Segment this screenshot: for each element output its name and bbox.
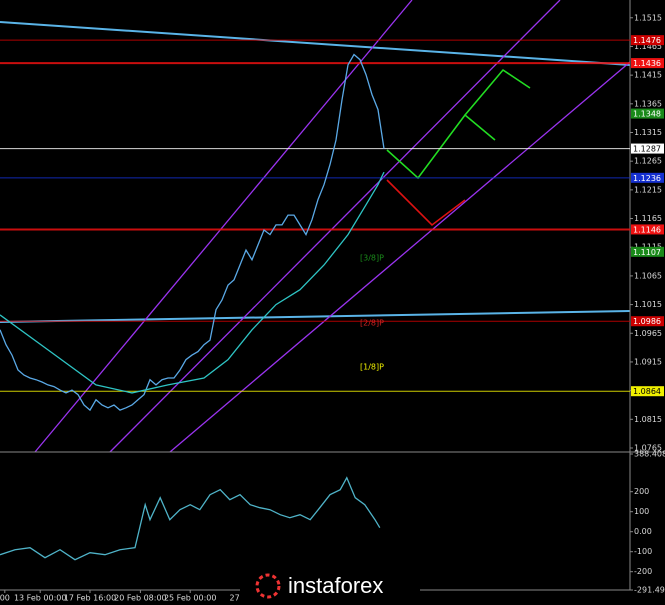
y-tick-label: 1.1015 [634,300,662,309]
y-tick-label: 1.0765 [634,443,662,452]
x-tick-label: 13 Feb 00:00 [14,594,66,603]
level-label: 1.1436 [633,59,661,68]
y-tick-label: -200 [634,567,652,576]
x-tick-label: 00 [0,594,10,603]
level-label-box [631,246,664,257]
price-line [0,476,381,561]
y-tick-label: 1.1415 [634,71,662,80]
y-tick-label: 0.00 [634,527,652,536]
y-tick-label: 100 [634,507,649,516]
level-label-box [631,108,664,119]
y-tick-label: 1.1215 [634,185,662,194]
y-tick-label: 1.0815 [634,415,662,424]
y-tick-label: 1.1315 [634,128,662,137]
forecast-arrow [386,113,496,180]
x-tick-label: 25 Feb 00:00 [164,594,216,603]
murray-label: [2/8]P [360,319,384,328]
level-label-box [631,172,664,183]
level-label-box [631,224,664,235]
y-tick-label: 1.0915 [634,357,662,366]
x-tick-label: 17 Feb 16:00 [64,594,116,603]
level-label: 1.1476 [633,36,661,45]
murray-label: [1/8]P [360,363,384,372]
level-label-box [631,386,664,397]
watermark-box [240,568,420,605]
level-label-box [631,316,664,327]
level-label: 1.1146 [633,225,661,234]
level-label-box [631,143,664,154]
level-label: 1.0986 [633,317,661,326]
level-label: 1.1287 [633,145,661,154]
forecast-arrow [464,68,531,116]
level-label-box [631,35,664,46]
level-label: 1.1348 [633,110,661,119]
trend-line [0,21,631,66]
price-line [0,53,385,412]
y-tick-label: 200 [634,487,649,496]
y-tick-label: 1.1365 [634,99,662,108]
drawings [0,0,631,453]
y-tick-label: 1.1065 [634,271,662,280]
watermark: instaforex [240,568,420,605]
watermark-text: instaforex [288,573,383,598]
level-label-box [631,58,664,69]
channel-line [109,0,561,453]
x-tick-label: 20 Feb 08:00 [114,594,166,603]
trend-line [0,310,631,323]
y-tick-label: 1.0965 [634,329,662,338]
price-line [0,171,385,394]
channel-line [169,61,631,453]
watermark-icon [255,573,281,599]
y-tick-label: -291.498 [634,586,665,595]
y-tick-label: 1.1265 [634,157,662,166]
y-tick-label: 388.4089 [634,450,665,459]
level-label: 1.0864 [633,387,661,396]
level-label: 1.1107 [633,248,661,257]
y-tick-label: 1.1165 [634,214,662,223]
channel-line [34,0,413,453]
y-tick-label: 1.1515 [634,13,662,22]
forecast-arrow [386,179,466,227]
y-tick-label: -100 [634,547,652,556]
level-label: 1.1236 [633,174,661,183]
murray-label: [3/8]P [360,254,384,263]
y-tick-label: 1.1465 [634,42,662,51]
